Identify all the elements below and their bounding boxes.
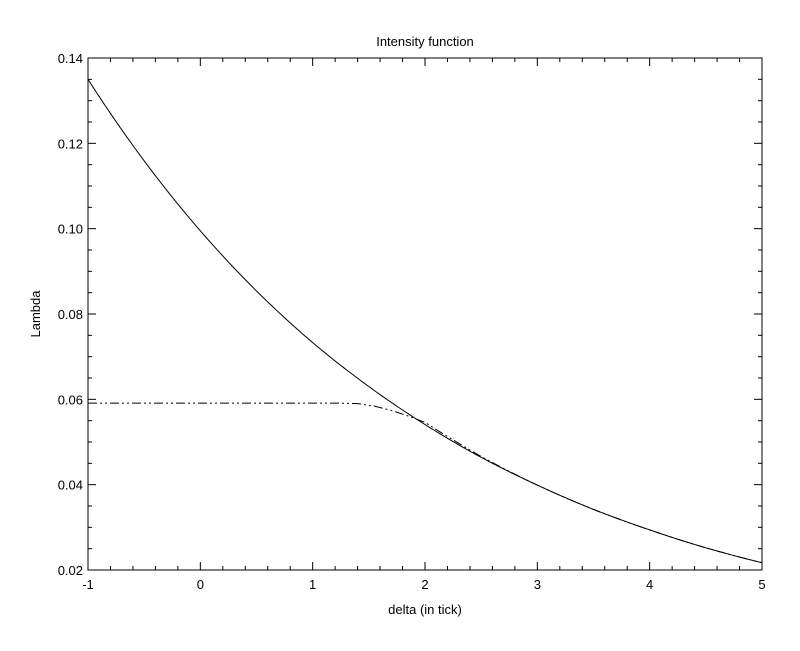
- y-axis-ticks: 0.02 0.04 0.06 0.08 0.10 0.12 0.14: [58, 51, 762, 578]
- y-tick-label: 0.04: [58, 478, 83, 493]
- x-axis-ticks: -1 0 1 2 3 4 5: [82, 58, 766, 592]
- series-layer: [87, 79, 763, 564]
- y-tick-label: 0.08: [58, 307, 83, 322]
- x-tick-label: 4: [646, 577, 653, 592]
- x-axis-label: delta (in tick): [388, 602, 462, 617]
- y-axis-label: Lambda: [28, 290, 43, 338]
- y-tick-label: 0.02: [58, 563, 83, 578]
- series-line-solid: [87, 79, 763, 564]
- x-tick-label: 0: [197, 577, 204, 592]
- x-tick-label: 1: [309, 577, 316, 592]
- x-tick-label: 5: [758, 577, 765, 592]
- x-tick-label: -1: [82, 577, 94, 592]
- x-tick-label: 2: [421, 577, 428, 592]
- chart-title: Intensity function: [376, 34, 474, 49]
- y-tick-label: 0.14: [58, 51, 83, 66]
- x-tick-label: 3: [534, 577, 541, 592]
- series-line-dashdot: [88, 402, 763, 564]
- y-tick-label: 0.06: [58, 392, 83, 407]
- y-tick-label: 0.10: [58, 222, 83, 237]
- plot-frame: [87, 57, 763, 571]
- y-tick-label: 0.12: [58, 136, 83, 151]
